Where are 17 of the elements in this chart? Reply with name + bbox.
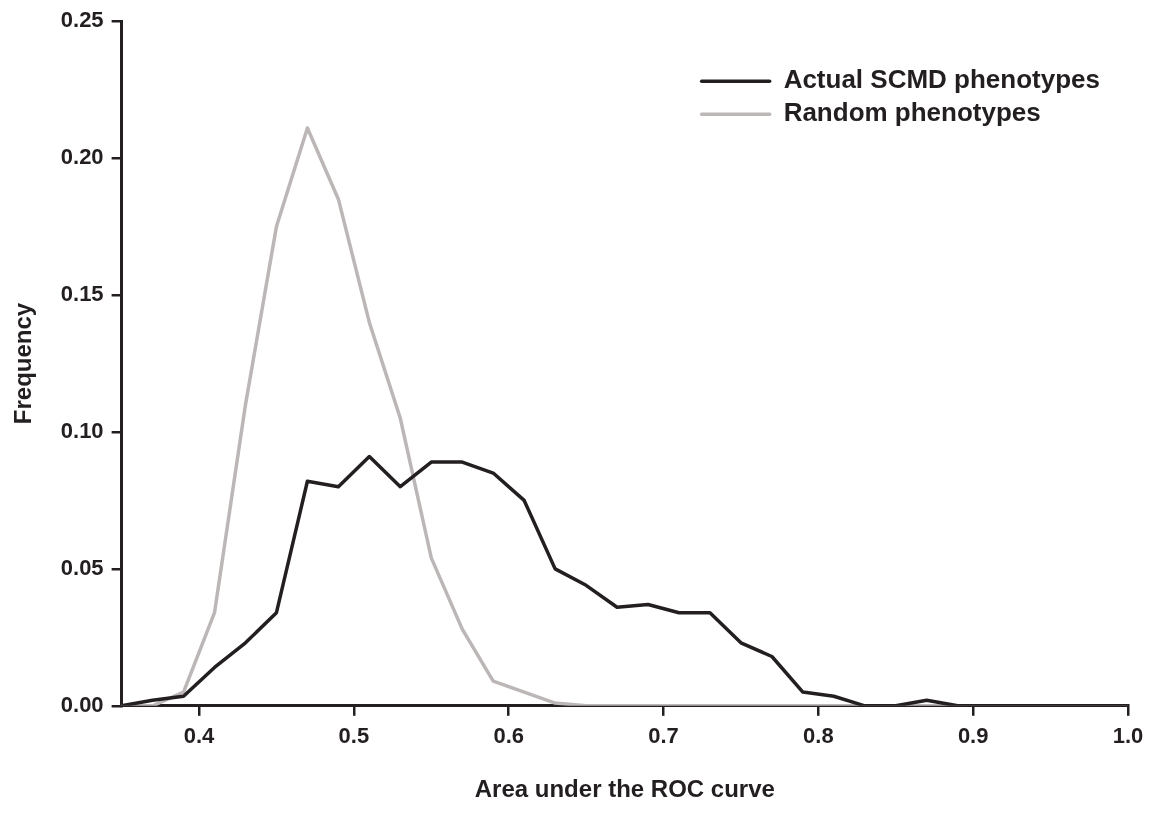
x-tick-label: 0.9 <box>957 723 989 749</box>
y-axis-title: Frequency <box>9 302 37 425</box>
y-tick-label: 0.25 <box>60 7 104 33</box>
y-tick-label: 0.00 <box>60 691 104 717</box>
x-tick-label: 0.6 <box>493 723 524 749</box>
x-tick-label: 0.4 <box>183 723 216 749</box>
y-tick-label: 0.05 <box>60 554 104 580</box>
y-tick-label: 0.15 <box>60 281 104 307</box>
legend-label: Actual SCMD phenotypes <box>783 64 1101 95</box>
y-tick-label: 0.20 <box>60 144 104 170</box>
x-tick-label: 1.0 <box>1112 723 1144 749</box>
x-tick-label: 0.8 <box>803 723 834 749</box>
x-axis-title: Area under the ROC curve <box>474 775 775 803</box>
y-tick-label: 0.10 <box>60 418 104 444</box>
legend-label: Random phenotypes <box>783 97 1041 128</box>
x-tick-label: 0.5 <box>338 723 370 749</box>
x-tick-label: 0.7 <box>648 723 679 749</box>
